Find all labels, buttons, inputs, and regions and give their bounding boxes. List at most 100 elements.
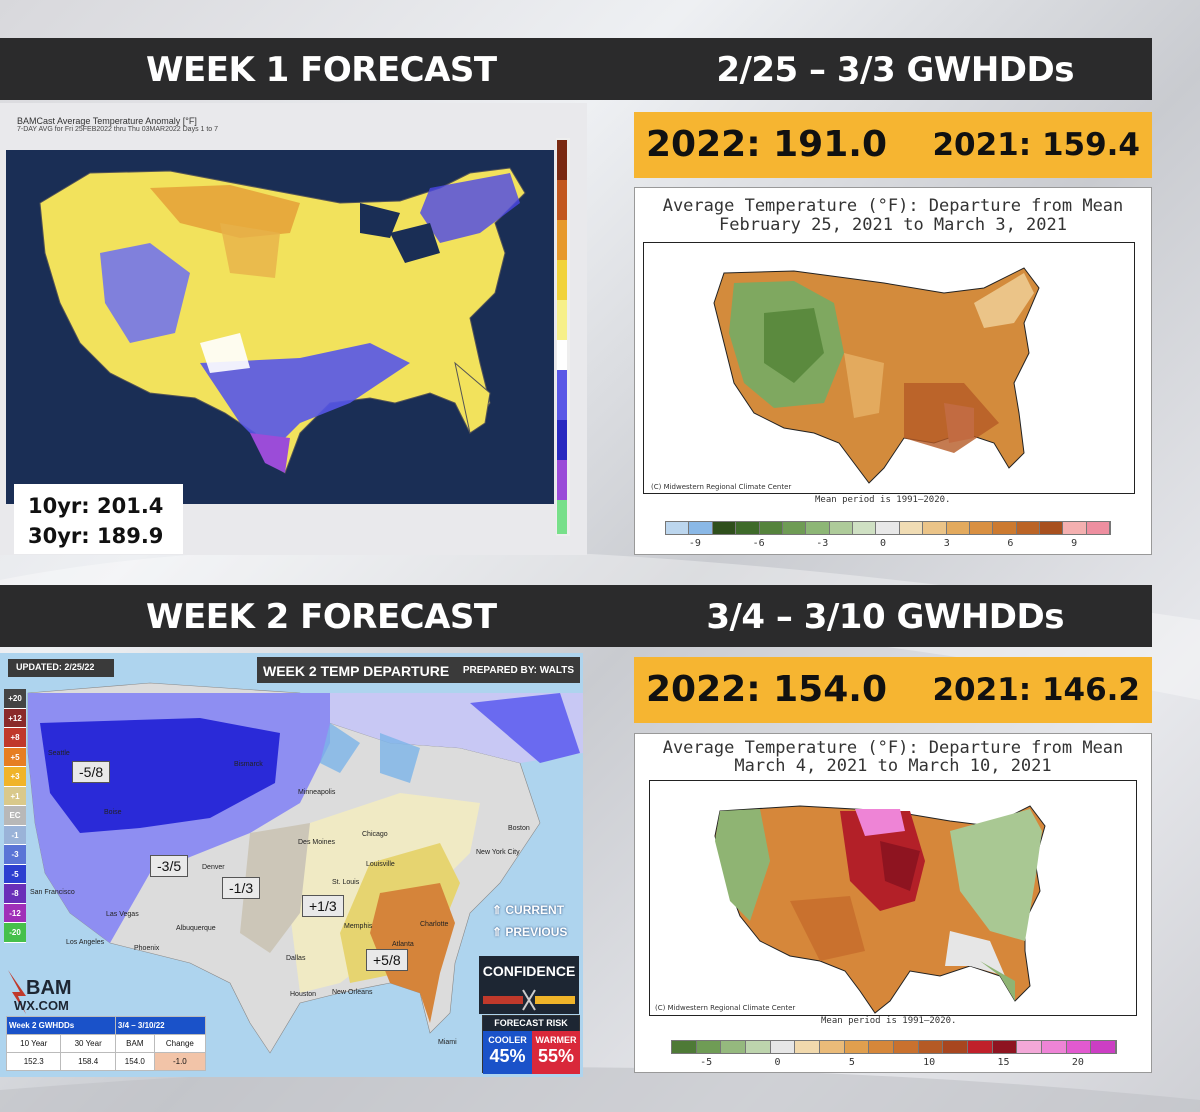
- departure-label-1: -5/8: [72, 761, 111, 783]
- colorbar-tick-label: 20: [1071, 1057, 1084, 1068]
- colorbar-swatch: [1040, 522, 1064, 534]
- week1-climate-title-1: Average Temperature (°F): Departure from…: [662, 196, 1124, 216]
- week2-mean-period: Mean period is 1991–2020.: [821, 1016, 957, 1026]
- legend-swatch: +8: [4, 728, 26, 748]
- colorbar-swatch: [1017, 1041, 1043, 1053]
- bamcast-anomaly-panel: BAMCast Average Temperature Anomaly [°F]…: [0, 103, 587, 555]
- colorbar-swatch: [992, 1041, 1018, 1053]
- table-header: BAM: [114, 1034, 155, 1053]
- week2-map-title: WEEK 2 TEMP DEPARTURE: [263, 663, 450, 679]
- legend-swatch: +3: [4, 767, 26, 787]
- city-label: Albuquerque: [176, 925, 216, 932]
- colorbar-tick-label: 9: [1071, 538, 1078, 549]
- week1-gwhdd-2021: 2021: 159.4: [932, 127, 1140, 163]
- colorbar-swatch: [1042, 1041, 1067, 1053]
- bamcast-title: BAMCast Average Temperature Anomaly [°F]: [17, 116, 197, 126]
- colorbar-swatch: [721, 1041, 747, 1053]
- week2-gwhdd-2021: 2021: 146.2: [932, 672, 1140, 708]
- city-label: Minneapolis: [298, 789, 336, 796]
- colorbar-swatch: [672, 1041, 697, 1053]
- svg-text:BAM: BAM: [26, 977, 72, 999]
- departure-label-4: +1/3: [302, 895, 344, 917]
- week1-averages-box: 10yr: 201.4 30yr: 189.9: [14, 484, 183, 554]
- colorbar-tick-label: 15: [997, 1057, 1010, 1068]
- bamcast-colorbar: [557, 140, 567, 534]
- departure-label-5: +5/8: [366, 949, 408, 971]
- colorbar-swatch: [853, 522, 877, 534]
- city-label: Denver: [202, 864, 225, 871]
- legend-swatch: -8: [4, 884, 26, 904]
- city-label: Seattle: [48, 750, 70, 757]
- colorbar-swatch: [736, 522, 760, 534]
- prepared-by: PREPARED BY: WALTS: [462, 665, 574, 676]
- avg-10yr: 10yr: 201.4: [28, 494, 164, 518]
- city-label: Des Moines: [298, 839, 335, 846]
- table-header: 10 Year: [5, 1034, 62, 1053]
- colorbar-swatch: [899, 522, 924, 534]
- table-cell: 154.0: [114, 1052, 155, 1071]
- colorbar-swatch: [712, 522, 737, 534]
- colorbar-swatch: [1091, 1041, 1117, 1053]
- city-label: Boston: [508, 825, 530, 832]
- legend-swatch: EC: [4, 806, 26, 826]
- previous-indicator: ⇑ PREVIOUS: [492, 925, 568, 939]
- colorbar-swatch: [946, 522, 970, 534]
- city-label: Boise: [104, 809, 122, 816]
- week2-map-title-bar: WEEK 2 TEMP DEPARTURE PREPARED BY: WALTS: [257, 657, 580, 683]
- week2-climate-panel: Average Temperature (°F): Departure from…: [634, 733, 1152, 1073]
- colorbar-swatch: [696, 1041, 722, 1053]
- confidence-label: CONFIDENCE: [479, 956, 579, 986]
- week2-climate-map: [714, 805, 1046, 1014]
- week1-climate-title-2: February 25, 2021 to March 3, 2021: [719, 215, 1067, 235]
- cooler-label: COOLER: [488, 1035, 527, 1045]
- colorbar-swatch: [1086, 522, 1111, 534]
- city-label: Memphis: [344, 923, 373, 930]
- week2-title: WEEK 2 FORECAST: [146, 597, 497, 637]
- week2-gwhdd-box: 2022: 154.0 2021: 146.2: [634, 657, 1152, 723]
- warmer-risk: WARMER 55%: [532, 1031, 580, 1074]
- legend-swatch: +5: [4, 747, 26, 767]
- city-label: Atlanta: [392, 941, 414, 948]
- table-cell: -1.0: [153, 1052, 207, 1071]
- colorbar-swatch: [746, 1041, 771, 1053]
- legend-swatch: -12: [4, 903, 26, 923]
- colorbar-tick-label: 5: [848, 1057, 855, 1068]
- week1-header-bar: WEEK 1 FORECAST 2/25 – 3/3 GWHDDs: [0, 38, 1152, 100]
- city-label: San Francisco: [30, 889, 75, 896]
- departure-legend: +20 +12 +8 +5 +3 +1 EC -1 -3 -5 -8 -12 -20: [4, 689, 26, 943]
- cooler-risk: COOLER 45%: [483, 1031, 532, 1074]
- week2-header-bar: WEEK 2 FORECAST 3/4 – 3/10 GWHDDs: [0, 585, 1152, 647]
- warmer-percent: 55%: [537, 1046, 575, 1066]
- legend-swatch: +1: [4, 786, 26, 806]
- table-header: 30 Year: [60, 1034, 116, 1053]
- week2-climate-colorbar: [671, 1040, 1117, 1054]
- city-label: St. Louis: [332, 879, 360, 886]
- city-label: Chicago: [362, 831, 388, 838]
- colorbar-swatch: [968, 1041, 993, 1053]
- week1-climate-panel: Average Temperature (°F): Departure from…: [634, 187, 1152, 555]
- colorbar-swatch: [969, 522, 994, 534]
- table-cell: 152.3: [5, 1052, 62, 1071]
- gwhdd-table-title: Week 2 GWHDDs: [6, 1016, 116, 1035]
- colorbar-swatch: [770, 1041, 796, 1053]
- table-header: Change: [153, 1034, 207, 1053]
- colorbar-swatch: [759, 522, 783, 534]
- forecast-risk-title: FORECAST RISK: [483, 1016, 579, 1031]
- gwhdd-table-dates: 3/4 – 3/10/22: [114, 1016, 207, 1035]
- colorbar-swatch: [943, 1041, 969, 1053]
- colorbar-swatch: [782, 522, 807, 534]
- week1-period: 2/25 – 3/3 GWHDDs: [716, 50, 1074, 90]
- colorbar-swatch: [869, 1041, 895, 1053]
- colorbar-swatch: [993, 522, 1017, 534]
- week2-climate-credit: (C) Midwestern Regional Climate Center: [655, 1004, 796, 1012]
- current-indicator: ⇑ CURRENT: [492, 903, 565, 917]
- colorbar-swatch: [923, 522, 947, 534]
- colorbar-tick-label: 0: [880, 538, 887, 549]
- legend-swatch: +12: [4, 708, 26, 728]
- city-label: New York City: [476, 849, 520, 856]
- colorbar-tick-label: -9: [688, 538, 701, 549]
- confidence-meter: [479, 986, 579, 1014]
- city-label: Phoenix: [134, 945, 160, 952]
- table-cell: 158.4: [60, 1052, 116, 1071]
- bam-logo-graphic: BAM WX.COM: [8, 970, 72, 1014]
